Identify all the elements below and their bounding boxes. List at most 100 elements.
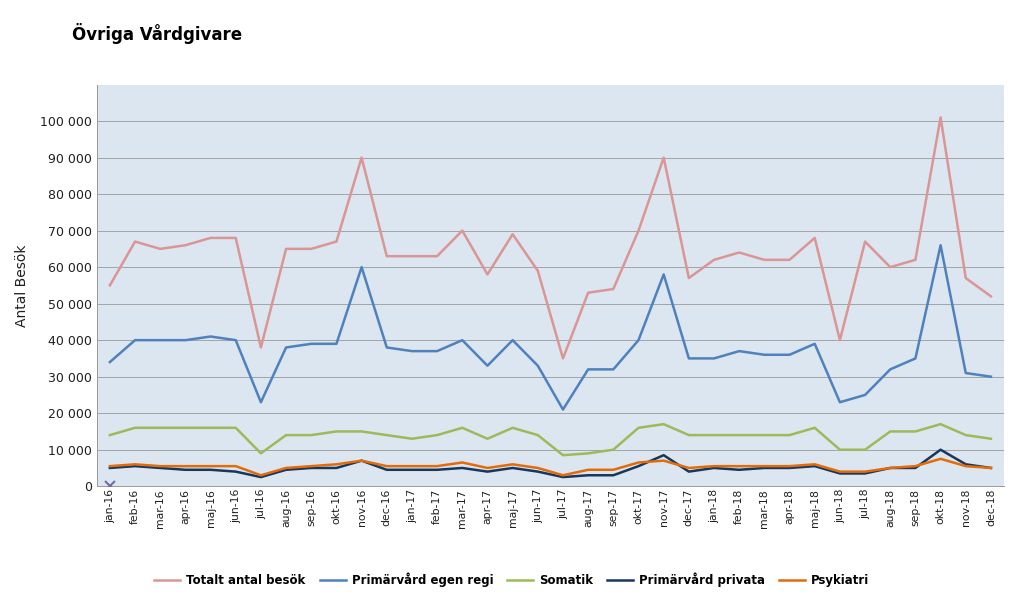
Totalt antal besök xyxy=(205,234,217,242)
Primärvård egen regi xyxy=(607,366,620,373)
Primärvård egen regi xyxy=(708,355,720,362)
Totalt antal besök xyxy=(657,154,670,161)
Primärvård privata xyxy=(884,464,896,472)
Somatik xyxy=(280,431,292,439)
Totalt antal besök xyxy=(985,293,997,300)
Primärvård egen regi xyxy=(783,351,796,358)
Primärvård privata xyxy=(355,457,368,464)
Totalt antal besök xyxy=(531,267,544,274)
Somatik xyxy=(331,428,343,435)
Totalt antal besök xyxy=(859,238,871,245)
Primärvård egen regi xyxy=(406,347,418,355)
Somatik xyxy=(154,424,166,431)
Line: Psykiatri: Psykiatri xyxy=(110,459,991,475)
Primärvård privata xyxy=(205,466,217,474)
Somatik xyxy=(607,446,620,454)
Psykiatri xyxy=(381,463,393,470)
Somatik xyxy=(431,431,443,439)
Primärvård egen regi xyxy=(884,366,896,373)
Totalt antal besök xyxy=(507,231,519,238)
Primärvård privata xyxy=(154,464,166,472)
Totalt antal besök xyxy=(103,281,116,289)
Somatik xyxy=(507,424,519,431)
Primärvård privata xyxy=(935,446,947,454)
Primärvård egen regi xyxy=(959,370,972,377)
Primärvård egen regi xyxy=(229,336,242,344)
Primärvård egen regi xyxy=(305,340,317,347)
Totalt antal besök xyxy=(935,114,947,121)
Y-axis label: Antal Besök: Antal Besök xyxy=(14,244,29,327)
Somatik xyxy=(381,431,393,439)
Psykiatri xyxy=(179,463,191,470)
Somatik xyxy=(531,431,544,439)
Line: Totalt antal besök: Totalt antal besök xyxy=(110,117,991,358)
Primärvård egen regi xyxy=(103,358,116,365)
Psykiatri xyxy=(557,472,569,479)
Primärvård privata xyxy=(280,466,292,474)
Totalt antal besök xyxy=(758,256,770,263)
Primärvård egen regi xyxy=(683,355,695,362)
Primärvård privata xyxy=(305,464,317,472)
Primärvård privata xyxy=(834,470,846,477)
Totalt antal besök xyxy=(305,245,317,252)
Totalt antal besök xyxy=(959,274,972,281)
Somatik xyxy=(305,431,317,439)
Primärvård egen regi xyxy=(280,344,292,351)
Psykiatri xyxy=(859,468,871,475)
Psykiatri xyxy=(431,463,443,470)
Somatik xyxy=(179,424,191,431)
Totalt antal besök xyxy=(280,245,292,252)
Primärvård privata xyxy=(909,464,922,472)
Primärvård privata xyxy=(758,464,770,472)
Primärvård privata xyxy=(809,463,821,470)
Somatik xyxy=(481,435,494,442)
Psykiatri xyxy=(305,463,317,470)
Psykiatri xyxy=(507,461,519,468)
Somatik xyxy=(355,428,368,435)
Somatik xyxy=(582,450,594,457)
Primärvård egen regi xyxy=(381,344,393,351)
Primärvård privata xyxy=(531,468,544,475)
Somatik xyxy=(733,431,745,439)
Primärvård privata xyxy=(381,466,393,474)
Totalt antal besök xyxy=(179,242,191,249)
Line: Somatik: Somatik xyxy=(110,424,991,455)
Primärvård privata xyxy=(683,468,695,475)
Psykiatri xyxy=(205,463,217,470)
Psykiatri xyxy=(531,464,544,472)
Somatik xyxy=(456,424,468,431)
Primärvård privata xyxy=(103,464,116,472)
Line: Primärvård egen regi: Primärvård egen regi xyxy=(110,245,991,410)
Psykiatri xyxy=(355,457,368,464)
Text: Övriga Vårdgivare: Övriga Vårdgivare xyxy=(72,23,242,43)
Somatik xyxy=(255,450,267,457)
Primärvård egen regi xyxy=(859,391,871,399)
Primärvård privata xyxy=(985,464,997,472)
Primärvård privata xyxy=(733,466,745,474)
Totalt antal besök xyxy=(154,245,166,252)
Primärvård egen regi xyxy=(582,366,594,373)
Primärvård egen regi xyxy=(205,333,217,340)
Psykiatri xyxy=(758,463,770,470)
Line: Primärvård privata: Primärvård privata xyxy=(110,450,991,477)
Totalt antal besök xyxy=(381,252,393,260)
Psykiatri xyxy=(406,463,418,470)
Primärvård privata xyxy=(481,468,494,475)
Totalt antal besök xyxy=(708,256,720,263)
Totalt antal besök xyxy=(783,256,796,263)
Primärvård privata xyxy=(255,474,267,481)
Somatik xyxy=(985,435,997,442)
Totalt antal besök xyxy=(607,286,620,293)
Primärvård egen regi xyxy=(355,263,368,271)
Primärvård egen regi xyxy=(456,336,468,344)
Psykiatri xyxy=(959,463,972,470)
Totalt antal besök xyxy=(809,234,821,242)
Somatik xyxy=(783,431,796,439)
Totalt antal besök xyxy=(431,252,443,260)
Primärvård egen regi xyxy=(909,355,922,362)
Psykiatri xyxy=(331,461,343,468)
Psykiatri xyxy=(683,464,695,472)
Primärvård privata xyxy=(456,464,468,472)
Psykiatri xyxy=(280,464,292,472)
Primärvård egen regi xyxy=(935,242,947,249)
